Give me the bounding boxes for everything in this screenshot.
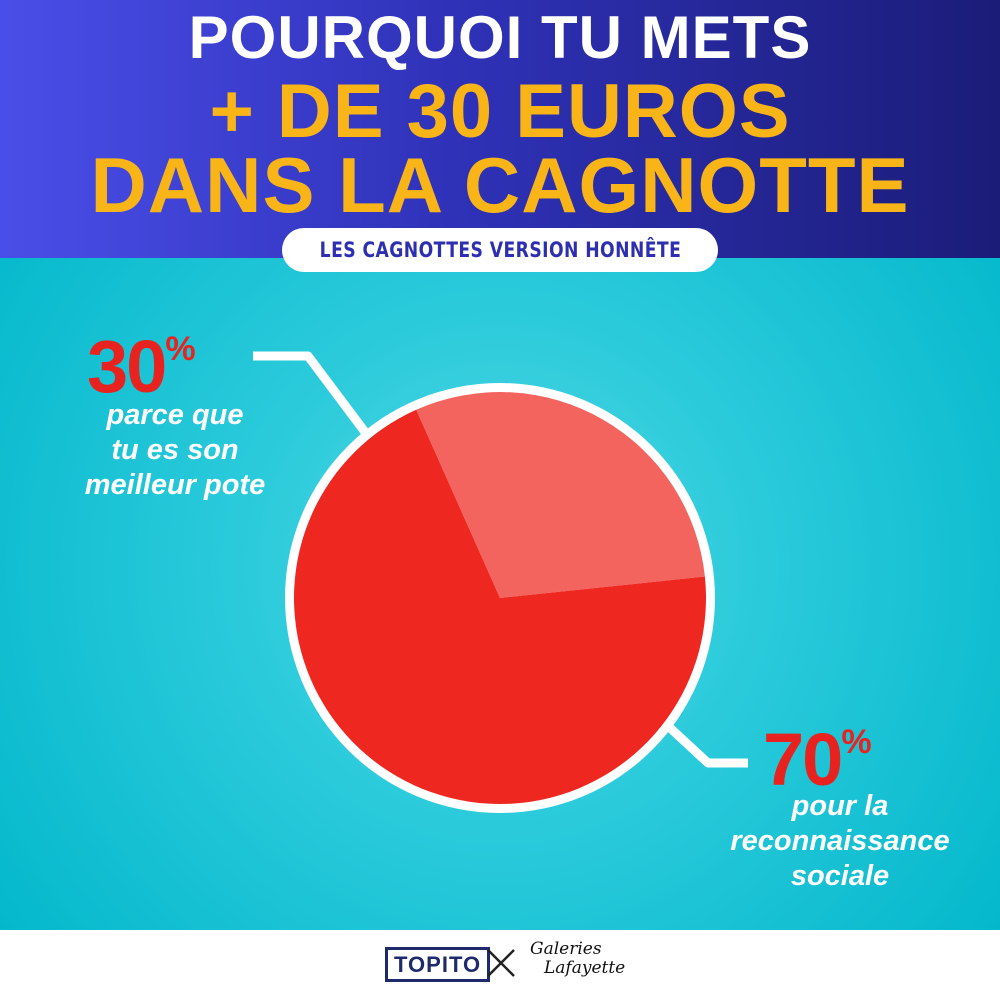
slice-2-label: pour la reconnaissance sociale xyxy=(700,789,980,894)
topito-logo: TOPITO xyxy=(385,947,491,982)
slice-2-label-line-3: sociale xyxy=(790,860,890,892)
pie-slice-1 xyxy=(416,392,705,598)
footer: TOPITO Galeries Lafayette xyxy=(0,930,1000,1000)
slice-2-percent-value: 70 xyxy=(763,718,843,801)
slice-2-percent: 70% xyxy=(763,723,872,797)
galeries-lafayette-logo: Galeries Lafayette xyxy=(530,940,625,978)
slice-2-percent-sign: % xyxy=(841,723,872,761)
pie-slice-2 xyxy=(293,409,706,805)
slice-1-label-line-2: tu es son xyxy=(111,434,239,466)
cross-icon xyxy=(487,949,515,977)
slice-1-label: parce que tu es son meilleur pote xyxy=(60,398,290,503)
subtitle-text: LES CAGNOTTES VERSION HONNÊTE xyxy=(319,238,681,262)
galeries-logo-line-2: Lafayette xyxy=(544,958,626,978)
chart-area: 30% parce que tu es son meilleur pote 70… xyxy=(0,258,1000,930)
header-banner: POURQUOI TU METS + DE 30 EUROS DANS LA C… xyxy=(0,0,1000,258)
slice-1-label-line-1: parce que xyxy=(106,399,244,431)
galeries-logo-line-1: Galeries xyxy=(530,939,602,959)
slice-1-label-line-3: meilleur pote xyxy=(84,469,266,501)
slice-1-percent-value: 30 xyxy=(87,325,167,408)
slice-1-percent-sign: % xyxy=(165,330,196,368)
pie-chart xyxy=(253,351,748,813)
slice-2-label-line-2: reconnaissance xyxy=(730,825,950,857)
slice-1-percent: 30% xyxy=(87,330,196,404)
subtitle-badge: LES CAGNOTTES VERSION HONNÊTE xyxy=(282,228,718,272)
title-line-1: POURQUOI TU METS xyxy=(188,4,812,71)
leader-line-slice-1 xyxy=(253,351,372,439)
title-line-2: + DE 30 EUROS xyxy=(209,69,791,154)
leader-line-slice-2 xyxy=(664,722,748,768)
title-line-3: DANS LA CAGNOTTE xyxy=(90,141,910,229)
slice-2-label-line-1: pour la xyxy=(791,790,889,822)
